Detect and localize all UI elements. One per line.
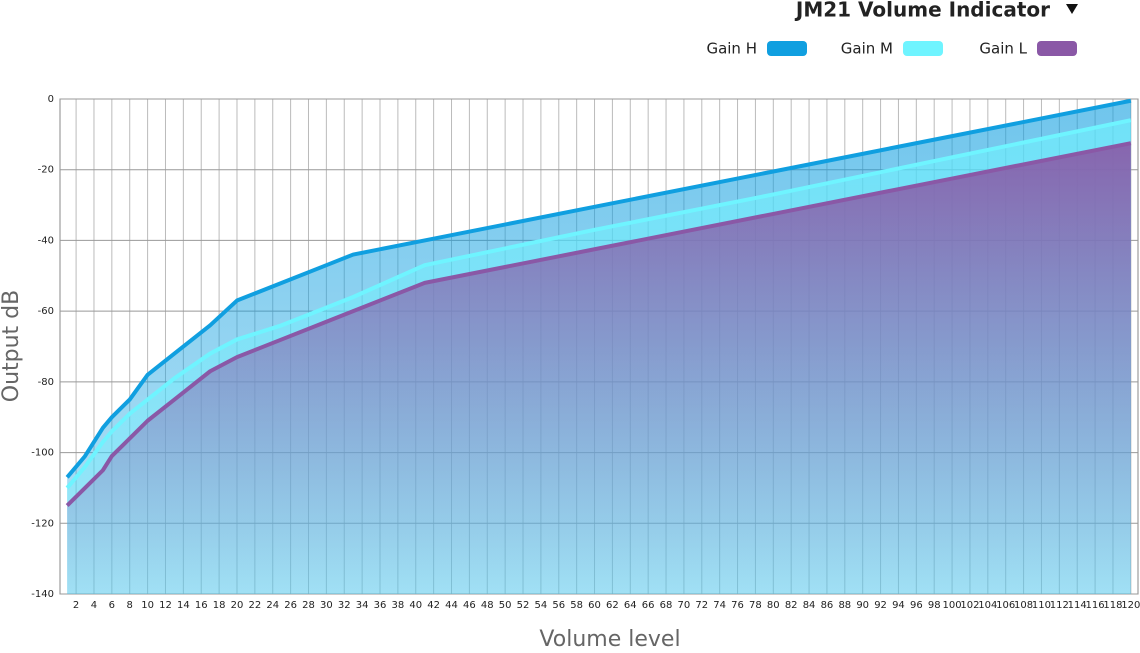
x-tick-label: 18 (213, 600, 226, 611)
x-tick-label: 62 (606, 600, 619, 611)
x-tick-label: 76 (731, 600, 744, 611)
x-tick-label: 70 (678, 600, 691, 611)
y-tick-label: 0 (48, 94, 54, 105)
x-tick-label: 112 (1050, 600, 1069, 611)
x-tick-label: 4 (91, 600, 97, 611)
x-tick-label: 102 (960, 600, 979, 611)
chart-title: JM21 Volume Indicator (794, 0, 1050, 22)
x-tick-label: 120 (1121, 600, 1140, 611)
x-tick-label: 8 (127, 600, 133, 611)
y-tick-label: -100 (31, 448, 54, 459)
x-tick-label: 100 (943, 600, 962, 611)
x-tick-label: 78 (749, 600, 762, 611)
area-fill (67, 143, 1131, 595)
x-tick-label: 64 (624, 600, 637, 611)
x-tick-label: 36 (374, 600, 387, 611)
x-tick-label: 44 (445, 600, 458, 611)
x-tick-label: 94 (892, 600, 905, 611)
y-axis-label: Output dB (0, 290, 24, 402)
series-line (65, 118, 1132, 490)
x-tick-label: 54 (535, 600, 548, 611)
y-tick-label: -40 (38, 235, 54, 246)
x-tick-label: 104 (978, 600, 997, 611)
x-tick-label: 22 (248, 600, 261, 611)
y-tick-label: -80 (38, 377, 54, 388)
series-line (65, 141, 1132, 508)
x-tick-label: 92 (874, 600, 887, 611)
x-tick-label: 48 (481, 600, 494, 611)
x-tick-label: 32 (338, 600, 351, 611)
x-tick-label: 96 (910, 600, 923, 611)
x-tick-label: 28 (302, 600, 315, 611)
x-tick-label: 84 (803, 600, 816, 611)
legend-swatch (1037, 41, 1077, 56)
x-tick-label: 110 (1032, 600, 1051, 611)
legend-swatch (903, 41, 943, 56)
x-tick-label: 40 (409, 600, 422, 611)
x-tick-label: 2 (73, 600, 79, 611)
legend-label: Gain L (979, 40, 1027, 58)
x-tick-label: 14 (177, 600, 190, 611)
legend-label: Gain M (841, 40, 893, 58)
x-tick-label: 46 (463, 600, 476, 611)
x-tick-label: 58 (570, 600, 583, 611)
x-tick-label: 108 (1014, 600, 1033, 611)
legend-label: Gain H (706, 40, 757, 58)
y-tick-label: -60 (38, 306, 54, 317)
x-tick-label: 24 (266, 600, 279, 611)
x-tick-label: 16 (195, 600, 208, 611)
x-tick-label: 114 (1068, 600, 1087, 611)
x-tick-label: 34 (356, 600, 369, 611)
x-tick-label: 10 (141, 600, 154, 611)
x-tick-label: 88 (838, 600, 851, 611)
x-tick-label: 90 (856, 600, 869, 611)
x-tick-label: 20 (231, 600, 244, 611)
x-tick-label: 56 (552, 600, 565, 611)
x-tick-label: 98 (928, 600, 941, 611)
x-tick-label: 72 (695, 600, 708, 611)
x-tick-label: 66 (642, 600, 655, 611)
series-line (65, 98, 1132, 479)
x-tick-label: 42 (427, 600, 440, 611)
dropdown-arrow[interactable] (1066, 4, 1078, 14)
x-tick-label: 86 (821, 600, 834, 611)
x-axis-label: Volume level (539, 627, 680, 649)
x-tick-label: 106 (996, 600, 1015, 611)
x-tick-label: 60 (588, 600, 601, 611)
y-tick-label: -140 (31, 589, 54, 600)
legend-swatch (767, 41, 807, 56)
x-tick-label: 30 (320, 600, 333, 611)
x-tick-label: 6 (109, 600, 115, 611)
x-tick-label: 82 (785, 600, 798, 611)
x-tick-label: 74 (713, 600, 726, 611)
x-tick-label: 26 (284, 600, 297, 611)
x-tick-label: 50 (499, 600, 512, 611)
x-tick-label: 80 (767, 600, 780, 611)
y-tick-label: -20 (38, 165, 54, 176)
x-tick-label: 12 (159, 600, 172, 611)
x-tick-label: 38 (392, 600, 405, 611)
x-tick-label: 116 (1086, 600, 1105, 611)
x-tick-label: 52 (517, 600, 530, 611)
x-tick-label: 68 (660, 600, 673, 611)
y-tick-label: -120 (31, 518, 54, 529)
x-tick-label: 118 (1103, 600, 1122, 611)
